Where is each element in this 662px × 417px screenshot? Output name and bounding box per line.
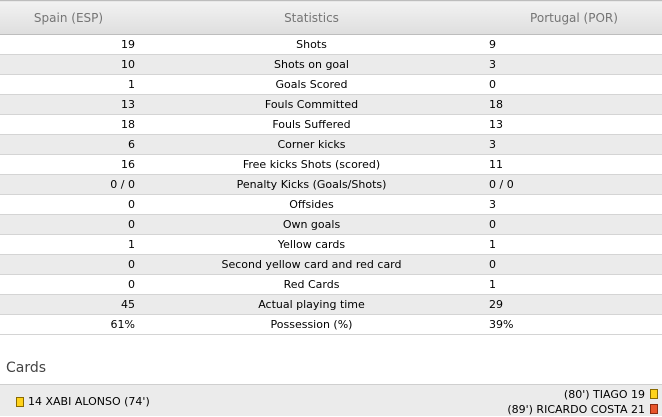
away-team-header: Portugal (POR) bbox=[486, 0, 662, 35]
cards-section-title: Cards bbox=[6, 360, 47, 376]
stat-label: Corner kicks bbox=[137, 134, 486, 155]
away-card-entry: (89') RICARDO COSTA 21 bbox=[507, 402, 658, 417]
stat-label: Yellow cards bbox=[137, 234, 486, 255]
home-value: 16 bbox=[0, 154, 137, 175]
stat-label: Own goals bbox=[137, 214, 486, 235]
away-value: 11 bbox=[486, 154, 662, 175]
stat-label: Free kicks Shots (scored) bbox=[137, 154, 486, 175]
away-value: 1 bbox=[486, 274, 662, 295]
home-team-header: Spain (ESP) bbox=[0, 0, 137, 35]
red-card-icon bbox=[650, 404, 658, 414]
home-value: 13 bbox=[0, 94, 137, 115]
home-value: 18 bbox=[0, 114, 137, 135]
away-value: 29 bbox=[486, 294, 662, 315]
stat-label: Offsides bbox=[137, 194, 486, 215]
home-value: 0 bbox=[0, 254, 137, 275]
stat-row-goals-scored: 1 Goals Scored 0 bbox=[0, 74, 662, 95]
stat-row-offsides: 0 Offsides 3 bbox=[0, 194, 662, 215]
home-value: 0 bbox=[0, 214, 137, 235]
home-card-entry: 14 XABI ALONSO (74') bbox=[2, 394, 150, 409]
away-value: 39% bbox=[486, 314, 662, 335]
stat-row-yellow-cards: 1 Yellow cards 1 bbox=[0, 234, 662, 255]
away-value: 3 bbox=[486, 54, 662, 75]
away-value: 0 bbox=[486, 254, 662, 275]
stat-row-own-goals: 0 Own goals 0 bbox=[0, 214, 662, 235]
home-value: 0 / 0 bbox=[0, 174, 137, 195]
away-card-entry: (80') TIAGO 19 bbox=[563, 387, 658, 402]
home-value: 61% bbox=[0, 314, 137, 335]
away-value: 0 bbox=[486, 74, 662, 95]
stat-row-free-kicks: 16 Free kicks Shots (scored) 11 bbox=[0, 154, 662, 175]
home-card-text: 14 XABI ALONSO (74') bbox=[28, 395, 150, 408]
away-value: 3 bbox=[486, 194, 662, 215]
away-value: 18 bbox=[486, 94, 662, 115]
match-statistics-table: Spain (ESP) Statistics Portugal (POR) 19… bbox=[0, 0, 662, 335]
home-value: 19 bbox=[0, 34, 137, 55]
away-value: 13 bbox=[486, 114, 662, 135]
stat-label: Shots on goal bbox=[137, 54, 486, 75]
stat-label: Penalty Kicks (Goals/Shots) bbox=[137, 174, 486, 195]
statistics-header: Statistics bbox=[137, 0, 486, 35]
home-value: 6 bbox=[0, 134, 137, 155]
home-value: 1 bbox=[0, 234, 137, 255]
stat-label: Actual playing time bbox=[137, 294, 486, 315]
stats-header-row: Spain (ESP) Statistics Portugal (POR) bbox=[0, 0, 662, 35]
stat-row-penalty-kicks: 0 / 0 Penalty Kicks (Goals/Shots) 0 / 0 bbox=[0, 174, 662, 195]
away-card-text: (89') RICARDO COSTA 21 bbox=[507, 403, 645, 416]
stat-row-red-cards: 0 Red Cards 1 bbox=[0, 274, 662, 295]
away-value: 0 / 0 bbox=[486, 174, 662, 195]
stat-row-shots-on-goal: 10 Shots on goal 3 bbox=[0, 54, 662, 75]
stat-label: Red Cards bbox=[137, 274, 486, 295]
home-value: 1 bbox=[0, 74, 137, 95]
stat-row-corner-kicks: 6 Corner kicks 3 bbox=[0, 134, 662, 155]
cards-list: 14 XABI ALONSO (74') (80') TIAGO 19 (89'… bbox=[0, 384, 662, 416]
stat-label: Possession (%) bbox=[137, 314, 486, 335]
stat-row-playing-time: 45 Actual playing time 29 bbox=[0, 294, 662, 315]
away-value: 3 bbox=[486, 134, 662, 155]
stat-row-fouls-committed: 13 Fouls Committed 18 bbox=[0, 94, 662, 115]
home-value: 0 bbox=[0, 194, 137, 215]
yellow-card-icon bbox=[16, 396, 24, 407]
stat-row-second-yellow: 0 Second yellow card and red card 0 bbox=[0, 254, 662, 275]
stat-label: Shots bbox=[137, 34, 486, 55]
stat-label: Fouls Suffered bbox=[137, 114, 486, 135]
stat-row-shots: 19 Shots 9 bbox=[0, 34, 662, 55]
home-value: 45 bbox=[0, 294, 137, 315]
away-card-text: (80') TIAGO 19 bbox=[563, 388, 645, 401]
away-value: 1 bbox=[486, 234, 662, 255]
stat-row-fouls-suffered: 18 Fouls Suffered 13 bbox=[0, 114, 662, 135]
stat-label: Second yellow card and red card bbox=[137, 254, 486, 275]
away-value: 9 bbox=[486, 34, 662, 55]
home-value: 10 bbox=[0, 54, 137, 75]
stat-label: Fouls Committed bbox=[137, 94, 486, 115]
yellow-card-icon bbox=[650, 389, 658, 399]
home-value: 0 bbox=[0, 274, 137, 295]
stat-row-possession: 61% Possession (%) 39% bbox=[0, 314, 662, 335]
away-value: 0 bbox=[486, 214, 662, 235]
stat-label: Goals Scored bbox=[137, 74, 486, 95]
